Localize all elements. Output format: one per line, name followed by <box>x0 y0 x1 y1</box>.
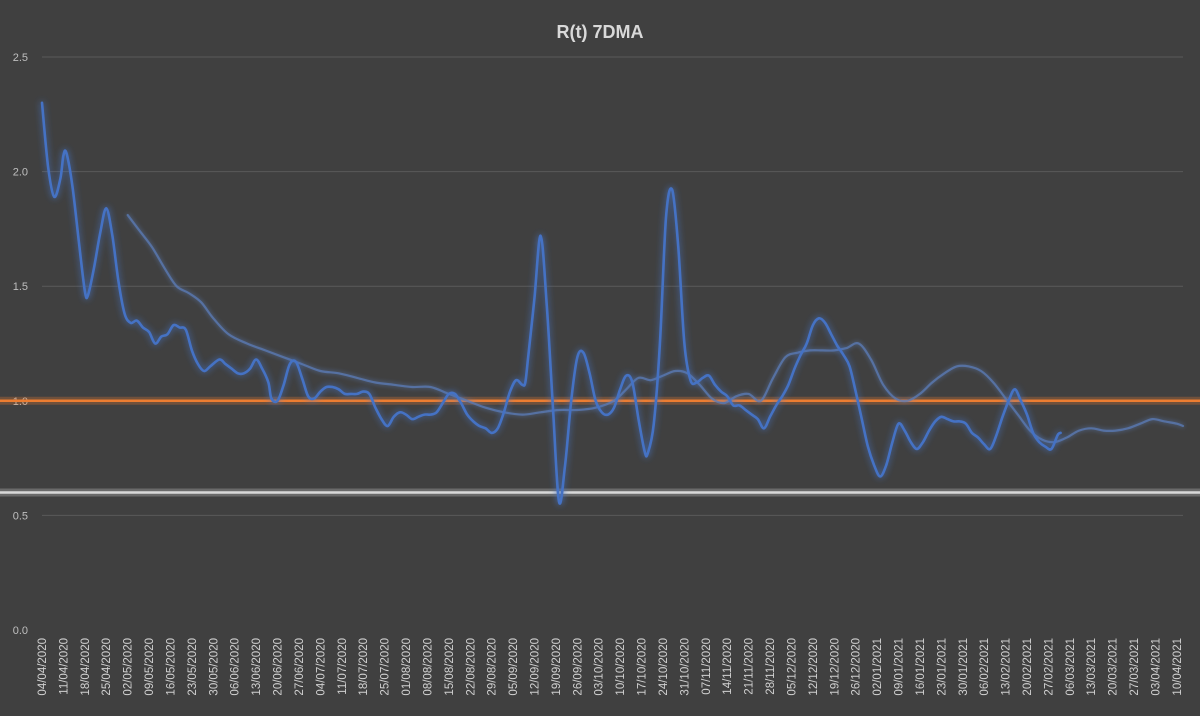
x-tick-label: 13/06/2020 <box>251 638 263 696</box>
y-tick-label: 2.0 <box>13 167 28 179</box>
x-tick-label: 27/06/2020 <box>294 638 306 696</box>
x-tick-label: 09/01/2021 <box>894 638 906 696</box>
x-tick-label: 14/11/2020 <box>722 638 734 695</box>
x-tick-label: 19/09/2020 <box>551 638 563 696</box>
gridlines <box>42 56 1183 516</box>
x-tick-label: 04/04/2020 <box>37 638 49 696</box>
x-tick-label: 05/12/2020 <box>787 638 799 696</box>
x-tick-label: 23/01/2021 <box>936 638 948 696</box>
x-tick-label: 03/04/2021 <box>1151 638 1163 696</box>
x-tick-label: 03/10/2020 <box>594 638 606 696</box>
x-tick-label: 06/03/2021 <box>1065 638 1077 696</box>
x-tick-label: 21/11/2020 <box>744 638 756 695</box>
x-tick-label: 06/02/2021 <box>979 638 991 696</box>
x-tick-label: 29/08/2020 <box>487 638 499 696</box>
x-tick-label: 24/10/2020 <box>658 638 670 696</box>
x-tick-label: 28/11/2020 <box>765 638 777 695</box>
x-tick-label: 02/01/2021 <box>872 638 884 696</box>
x-tick-label: 10/04/2021 <box>1172 638 1184 696</box>
x-tick-label: 30/05/2020 <box>208 638 220 696</box>
x-tick-label: 18/07/2020 <box>358 638 370 696</box>
chart-title: R(t) 7DMA <box>557 22 644 42</box>
x-tick-label: 17/10/2020 <box>637 638 649 696</box>
x-tick-label: 20/02/2021 <box>1022 638 1034 696</box>
x-tick-label: 26/09/2020 <box>572 638 584 696</box>
y-tick-label: 1.5 <box>13 281 28 293</box>
x-tick-label: 01/08/2020 <box>401 638 413 696</box>
x-tick-label: 22/08/2020 <box>465 638 477 696</box>
x-tick-label: 23/05/2020 <box>187 638 199 696</box>
x-tick-label: 13/03/2021 <box>1086 638 1098 696</box>
y-axis-tick-labels: 0.00.51.01.52.02.5 <box>13 52 28 637</box>
x-tick-label: 20/06/2020 <box>273 638 285 696</box>
x-tick-label: 11/04/2020 <box>58 638 70 695</box>
x-tick-label: 25/04/2020 <box>101 638 113 696</box>
x-tick-label: 04/07/2020 <box>315 638 327 696</box>
x-tick-label: 16/05/2020 <box>166 638 178 696</box>
x-tick-label: 20/03/2021 <box>1108 638 1120 696</box>
x-tick-label: 12/09/2020 <box>530 638 542 696</box>
x-tick-label: 27/02/2021 <box>1043 638 1055 696</box>
x-tick-label: 19/12/2020 <box>829 638 841 696</box>
x-tick-label: 02/05/2020 <box>123 638 135 696</box>
x-tick-label: 05/09/2020 <box>508 638 520 696</box>
x-tick-label: 13/02/2021 <box>1001 638 1013 696</box>
y-tick-label: 2.5 <box>13 52 28 64</box>
x-tick-label: 08/08/2020 <box>422 638 434 696</box>
reference-lines <box>0 396 1200 497</box>
y-tick-label: 0.5 <box>13 510 28 522</box>
x-tick-label: 11/07/2020 <box>337 638 349 695</box>
x-tick-label: 30/01/2021 <box>958 638 970 696</box>
x-tick-label: 07/11/2020 <box>701 638 713 695</box>
x-tick-label: 25/07/2020 <box>380 638 392 696</box>
x-tick-label: 26/12/2020 <box>851 638 863 696</box>
x-tick-label: 09/05/2020 <box>144 638 156 696</box>
series-lines <box>40 101 1185 505</box>
x-tick-label: 12/12/2020 <box>808 638 820 696</box>
x-tick-label: 15/08/2020 <box>444 638 456 696</box>
y-tick-label: 0.0 <box>13 625 28 637</box>
series-line-1 <box>40 101 1062 505</box>
x-tick-label: 31/10/2020 <box>679 638 691 696</box>
x-tick-label: 06/06/2020 <box>230 638 242 696</box>
x-tick-label: 16/01/2021 <box>915 638 927 696</box>
x-tick-label: 18/04/2020 <box>80 638 92 696</box>
x-axis-tick-labels: 04/04/2020 11/04/2020 18/04/2020 25/04/2020… <box>37 638 1184 696</box>
x-tick-label: 27/03/2021 <box>1129 638 1141 696</box>
x-tick-label: 10/10/2020 <box>615 638 627 696</box>
